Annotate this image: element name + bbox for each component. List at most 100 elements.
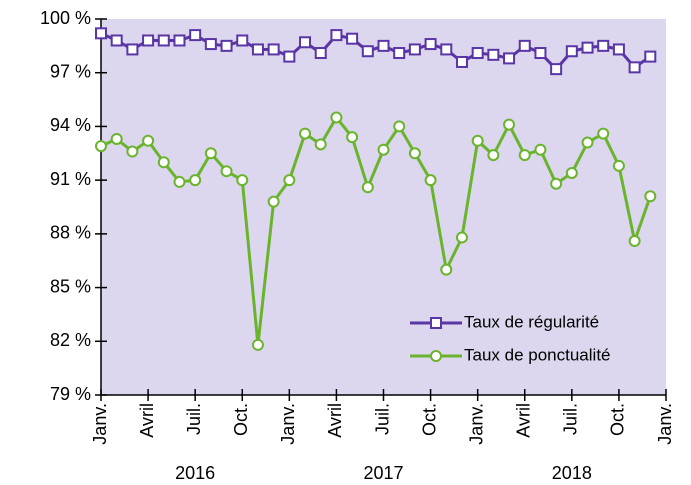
marker: [455, 55, 468, 68]
marker: [142, 34, 155, 47]
legend-marker: [430, 317, 442, 329]
marker: [142, 134, 155, 147]
marker: [126, 43, 139, 56]
marker: [408, 43, 421, 56]
marker: [267, 43, 280, 56]
y-tick-label: 91 %: [50, 169, 91, 189]
marker: [95, 27, 107, 40]
marker: [612, 43, 625, 56]
marker: [581, 41, 594, 54]
year-label: 2018: [552, 463, 592, 483]
marker: [314, 47, 327, 60]
marker: [361, 45, 374, 58]
x-tick-label: Janv.: [466, 403, 486, 445]
marker: [95, 140, 107, 153]
x-tick-label: Juil.: [561, 403, 581, 435]
marker: [597, 127, 610, 140]
marker: [251, 43, 264, 56]
marker: [644, 190, 657, 203]
marker: [330, 111, 343, 124]
year-label: 2017: [363, 463, 403, 483]
marker: [299, 36, 312, 49]
marker: [628, 235, 641, 248]
marker: [236, 34, 249, 47]
marker: [612, 159, 625, 172]
marker: [503, 118, 516, 131]
y-tick-label: 85 %: [50, 276, 91, 296]
y-tick-label: 79 %: [50, 384, 91, 404]
marker: [346, 32, 359, 45]
x-tick-label: Avril: [325, 403, 345, 438]
x-tick-label: Janv.: [655, 403, 675, 445]
marker: [361, 181, 374, 194]
x-tick-label: Oct.: [608, 403, 628, 436]
marker: [565, 45, 578, 58]
x-tick-label: Oct.: [419, 403, 439, 436]
marker: [173, 34, 186, 47]
marker: [597, 39, 610, 52]
marker: [393, 47, 406, 60]
x-tick-label: Janv.: [278, 403, 298, 445]
x-tick-label: Avril: [514, 403, 534, 438]
marker: [503, 52, 516, 65]
marker: [110, 34, 123, 47]
marker: [283, 174, 296, 187]
marker: [314, 138, 327, 151]
marker: [220, 39, 233, 52]
x-tick-label: Avril: [137, 403, 157, 438]
marker: [393, 120, 406, 133]
x-tick-label: Juil.: [372, 403, 392, 435]
marker: [424, 38, 437, 51]
marker: [565, 166, 578, 179]
marker: [644, 50, 657, 63]
marker: [267, 195, 280, 208]
legend-label: Taux de régularité: [464, 312, 599, 331]
marker: [471, 47, 484, 60]
marker: [173, 175, 186, 188]
marker: [534, 47, 547, 60]
marker: [440, 263, 453, 276]
legend-marker: [430, 350, 442, 362]
marker: [204, 38, 217, 51]
marker: [424, 174, 437, 187]
marker: [299, 127, 312, 140]
marker: [283, 50, 296, 63]
marker: [440, 43, 453, 56]
marker: [346, 131, 359, 144]
marker: [220, 165, 233, 178]
y-tick-label: 82 %: [50, 330, 91, 350]
marker: [157, 34, 170, 47]
marker: [110, 132, 123, 145]
y-tick-label: 88 %: [50, 223, 91, 243]
marker: [534, 143, 547, 156]
y-tick-label: 100 %: [40, 8, 91, 28]
marker: [471, 134, 484, 147]
marker: [189, 174, 202, 187]
plot-area: [101, 19, 666, 395]
marker: [518, 39, 531, 52]
marker: [581, 136, 594, 149]
marker: [377, 39, 390, 52]
y-tick-label: 97 %: [50, 61, 91, 81]
marker: [251, 338, 264, 351]
marker: [455, 231, 468, 244]
marker: [189, 29, 202, 42]
marker: [330, 29, 343, 42]
marker: [236, 174, 249, 187]
x-tick-label: Janv.: [90, 403, 110, 445]
marker: [126, 145, 139, 158]
marker: [628, 61, 641, 74]
marker: [550, 63, 563, 76]
y-tick-label: 94 %: [50, 115, 91, 135]
year-label: 2016: [175, 463, 215, 483]
marker: [487, 149, 500, 162]
marker: [550, 177, 563, 190]
legend-label: Taux de ponctualité: [464, 345, 611, 364]
marker: [487, 48, 500, 61]
marker: [377, 143, 390, 156]
marker: [157, 156, 170, 169]
marker: [408, 147, 421, 160]
marker: [518, 149, 531, 162]
x-tick-label: Oct.: [231, 403, 251, 436]
